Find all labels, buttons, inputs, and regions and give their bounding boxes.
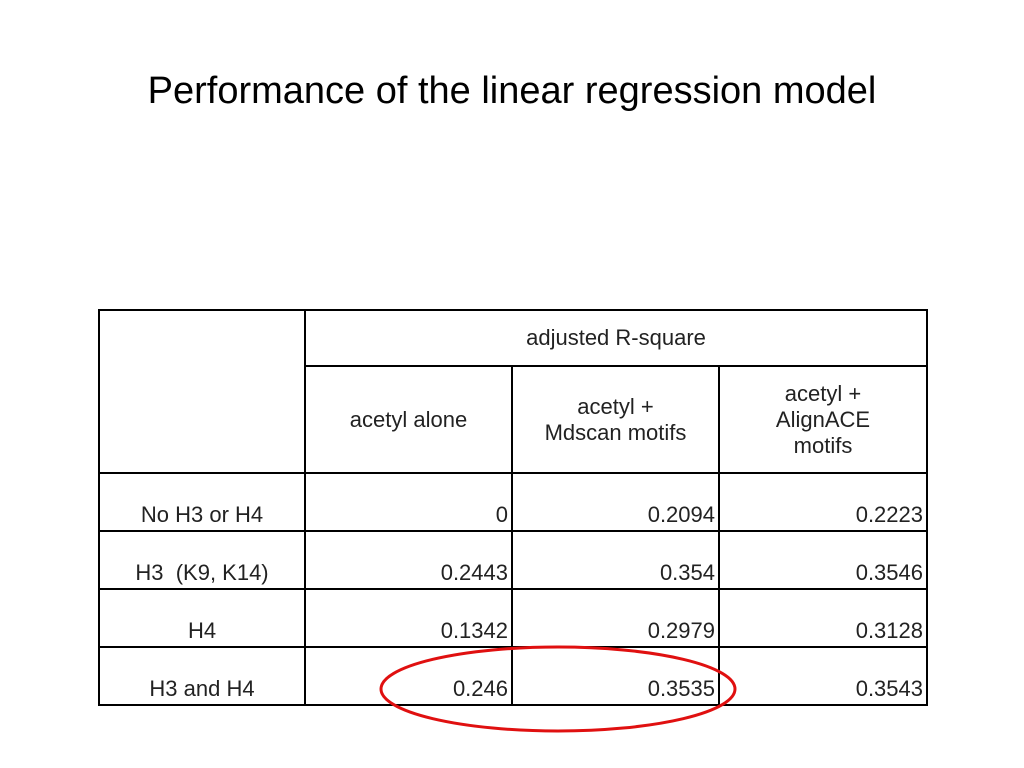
column-header-row: acetyl alone acetyl + Mdscan motifs acetyl … [99, 365, 928, 474]
cell-value: 0.246 [304, 646, 513, 706]
row-label: H3 and H4 [98, 646, 306, 706]
cell-value: 0.3543 [718, 646, 928, 706]
column-header: acetyl + AlignACE motifs [718, 365, 928, 474]
corner-cell [98, 309, 306, 474]
header-line: acetyl + [577, 393, 654, 419]
header-line: acetyl alone [349, 406, 468, 432]
cell-value: 0 [304, 472, 513, 532]
header-line: acetyl + [784, 380, 862, 406]
row-label: H4 [98, 588, 306, 648]
cell-value: 0.2094 [511, 472, 720, 532]
cell-value: 0.2223 [718, 472, 928, 532]
header-row: adjusted R-square [98, 309, 928, 474]
cell-value: 0.3535 [511, 646, 720, 706]
cell-value: 0.2443 [304, 530, 513, 590]
group-header: adjusted R-square [304, 309, 928, 367]
header-line: motifs [793, 432, 853, 458]
slide-title: Performance of the linear regression mod… [147, 70, 877, 112]
row-label: H3 (K9, K14) [98, 530, 306, 590]
cell-value: 0.1342 [304, 588, 513, 648]
header-line: Mdscan motifs [544, 419, 687, 445]
cell-value: 0.2979 [511, 588, 720, 648]
table-row: H4 0.1342 0.2979 0.3128 [98, 588, 928, 648]
cell-value: 0.354 [511, 530, 720, 590]
table-row: H3 and H4 0.246 0.3535 0.3543 [98, 646, 928, 706]
table-row: No H3 or H4 0 0.2094 0.2223 [98, 472, 928, 532]
cell-value: 0.3546 [718, 530, 928, 590]
table-body: No H3 or H4 0 0.2094 0.2223 H3 (K9, K14) 0.24… [98, 472, 928, 706]
row-label: No H3 or H4 [98, 472, 306, 532]
cell-value: 0.3128 [718, 588, 928, 648]
column-header: acetyl + Mdscan motifs [511, 365, 720, 474]
column-header: acetyl alone [304, 365, 513, 474]
results-table: adjusted R-square acetyl alone acetyl + Md… [98, 309, 928, 706]
table-row: H3 (K9, K14) 0.2443 0.354 0.3546 [98, 530, 928, 590]
header-line: AlignACE [775, 406, 871, 432]
